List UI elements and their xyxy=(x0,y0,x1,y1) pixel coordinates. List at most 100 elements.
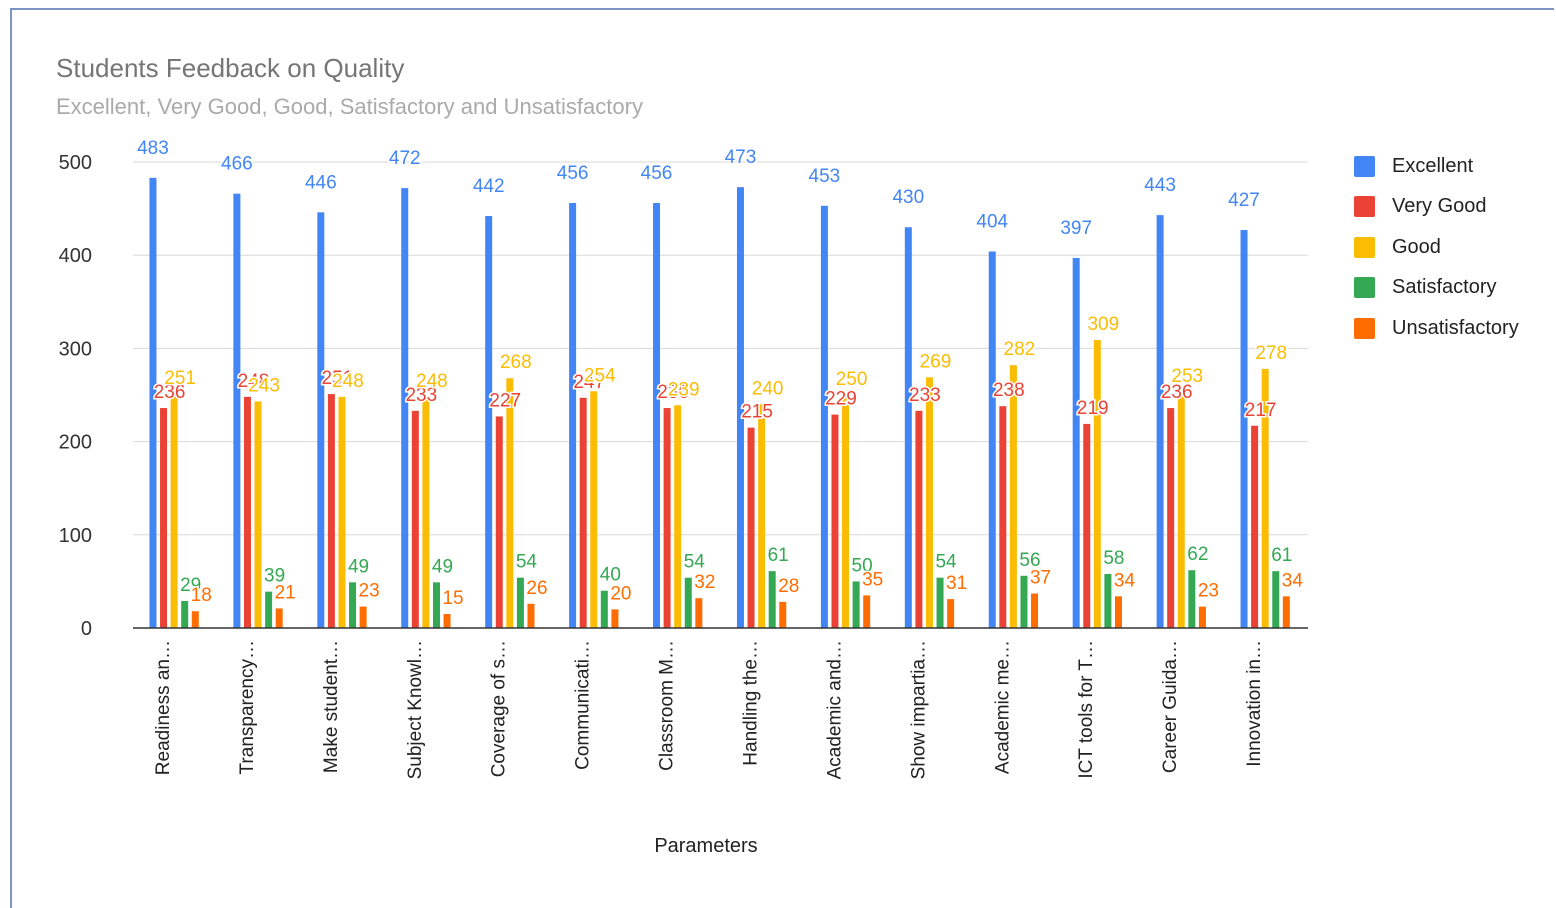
legend-item-excellent: Excellent xyxy=(1354,146,1519,187)
data-label: 236 xyxy=(657,382,689,403)
bar-unsatisfactory xyxy=(443,614,451,628)
legend-label: Good xyxy=(1392,235,1441,258)
bar-very-good xyxy=(915,410,923,628)
bar-good xyxy=(1093,340,1101,628)
data-label: 61 xyxy=(768,545,789,566)
data-label: 217 xyxy=(1245,400,1277,421)
data-label: 58 xyxy=(1103,548,1124,569)
data-label: 32 xyxy=(694,572,715,593)
data-label: 28 xyxy=(778,576,799,597)
data-label: 278 xyxy=(1255,343,1287,364)
data-label: 443 xyxy=(1144,175,1176,196)
data-label: 15 xyxy=(442,588,463,609)
data-labels: 483 466 446 472 442 456 456 473 453 430 404 397 443 4… xyxy=(136,136,1305,610)
x-tick-label: Classroom M… xyxy=(657,640,678,771)
data-label: 473 xyxy=(725,147,757,168)
data-label: 49 xyxy=(348,556,369,577)
data-label: 247 xyxy=(573,372,605,393)
bar-good xyxy=(1261,368,1269,628)
x-tick-label: Innovation in… xyxy=(1244,640,1265,767)
bar-very-good xyxy=(327,394,335,628)
bars xyxy=(149,177,1290,629)
data-label: 236 xyxy=(1161,382,1193,403)
bar-very-good xyxy=(1083,423,1091,628)
bar-very-good xyxy=(747,427,755,628)
data-label: 254 xyxy=(584,365,616,386)
data-label: 233 xyxy=(405,385,437,406)
legend-label: Very Good xyxy=(1392,195,1487,218)
bar-good xyxy=(1009,365,1017,628)
y-tick-label: 500 xyxy=(59,152,92,174)
data-label: 248 xyxy=(416,371,448,392)
bar-satisfactory xyxy=(265,591,273,628)
x-tick-label: Handling the… xyxy=(740,640,761,766)
data-label: 472 xyxy=(389,148,421,169)
data-label: 31 xyxy=(946,573,967,594)
bar-unsatisfactory xyxy=(947,599,955,628)
data-label: 243 xyxy=(248,376,280,397)
data-label: 282 xyxy=(1004,339,1036,360)
legend-label: Unsatisfactory xyxy=(1392,316,1519,339)
bar-good xyxy=(674,405,682,628)
data-label: 404 xyxy=(976,211,1008,232)
x-tick-label: Academic me… xyxy=(992,640,1013,774)
data-label: 62 xyxy=(1187,544,1208,565)
y-tick-label: 0 xyxy=(81,618,92,640)
data-label: 54 xyxy=(684,552,706,573)
bar-unsatisfactory xyxy=(191,611,199,628)
data-label: 219 xyxy=(1077,398,1109,419)
data-label: 253 xyxy=(1171,366,1203,387)
bar-unsatisfactory xyxy=(359,606,367,628)
legend-item-good: Good xyxy=(1354,227,1519,268)
data-label: 37 xyxy=(1030,568,1051,589)
legend-swatch xyxy=(1354,196,1375,218)
x-tick-label: ICT tools for T… xyxy=(1076,640,1097,779)
data-label: 250 xyxy=(836,369,868,390)
x-tick-label: Coverage of s… xyxy=(489,640,510,777)
data-label: 269 xyxy=(920,351,952,372)
y-tick-label: 400 xyxy=(59,245,92,267)
legend-label: Satisfactory xyxy=(1392,276,1497,299)
data-label: 61 xyxy=(1271,545,1292,566)
data-label: 251 xyxy=(164,368,196,389)
data-label: 251 xyxy=(322,368,354,389)
legend-label: Excellent xyxy=(1392,154,1474,177)
bar-good xyxy=(1177,392,1185,628)
bar-excellent xyxy=(317,212,325,628)
bar-very-good xyxy=(411,410,419,628)
bar-unsatisfactory xyxy=(779,601,787,628)
bar-excellent xyxy=(736,187,744,628)
bar-satisfactory xyxy=(1020,575,1028,628)
bar-good xyxy=(842,395,850,628)
data-label: 229 xyxy=(825,389,857,410)
legend-swatch xyxy=(1354,277,1375,299)
data-label: 446 xyxy=(305,172,337,193)
x-tick-label: Career Guida… xyxy=(1160,640,1181,773)
bar-very-good xyxy=(1167,408,1175,628)
data-label: 430 xyxy=(892,187,924,208)
gridlines xyxy=(133,161,1308,536)
bar-excellent xyxy=(233,193,241,629)
bar-very-good xyxy=(999,406,1007,628)
x-tick-label: Readiness an… xyxy=(153,640,174,775)
bar-excellent xyxy=(1240,230,1248,628)
chart-frame xyxy=(10,8,1554,908)
data-label: 39 xyxy=(264,566,285,587)
data-label: 50 xyxy=(852,555,873,576)
bar-excellent xyxy=(401,188,409,628)
bar-unsatisfactory xyxy=(1198,606,1206,628)
data-label: 397 xyxy=(1060,218,1092,239)
x-tick-label: Subject Knowl… xyxy=(405,640,426,779)
data-label: 54 xyxy=(935,552,957,573)
legend-swatch xyxy=(1354,317,1375,339)
data-label: 483 xyxy=(137,138,169,159)
data-label: 239 xyxy=(668,379,700,400)
data-label: 23 xyxy=(1198,581,1219,602)
bar-good xyxy=(506,378,514,628)
bar-very-good xyxy=(243,396,251,628)
y-tick-label: 200 xyxy=(59,432,92,454)
data-label: 227 xyxy=(489,390,521,411)
bar-satisfactory xyxy=(516,577,524,628)
x-tick-label: Make student… xyxy=(321,640,342,773)
bar-satisfactory xyxy=(600,590,608,628)
